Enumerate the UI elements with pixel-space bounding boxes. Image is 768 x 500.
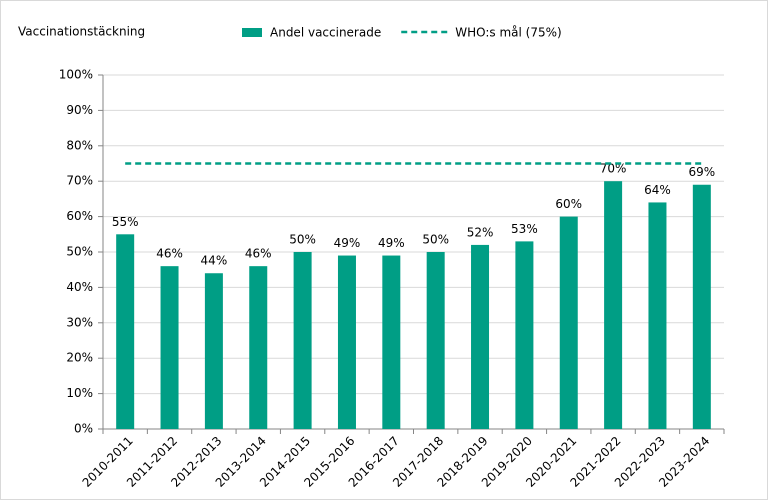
bar: [559, 216, 578, 429]
value-label: 50%: [422, 233, 449, 247]
bar: [337, 255, 356, 429]
value-label: 60%: [555, 197, 582, 211]
legend-swatch: [242, 28, 262, 37]
bar: [692, 184, 711, 429]
value-label: 55%: [112, 215, 139, 229]
y-tick-label: 30%: [66, 315, 93, 329]
bar: [471, 244, 490, 429]
legend-label: WHO:s mål (75%): [455, 26, 561, 40]
bar: [515, 241, 534, 429]
value-label: 49%: [334, 236, 361, 250]
bar: [382, 255, 401, 429]
value-label: 46%: [156, 247, 183, 261]
bar: [293, 252, 312, 429]
y-tick-label: 70%: [66, 174, 93, 188]
value-label: 64%: [644, 183, 671, 197]
value-label: 46%: [245, 247, 272, 261]
value-label: 49%: [378, 236, 405, 250]
y-tick-label: 100%: [59, 68, 93, 82]
y-tick-label: 90%: [66, 103, 93, 117]
y-tick-label: 40%: [66, 280, 93, 294]
y-tick-label: 0%: [74, 422, 93, 436]
bar: [116, 234, 135, 429]
bar: [249, 266, 268, 429]
y-tick-label: 20%: [66, 351, 93, 365]
value-label: 70%: [600, 162, 627, 176]
bar: [604, 181, 623, 429]
value-label: 69%: [688, 165, 715, 179]
y-tick-label: 50%: [66, 245, 93, 259]
value-label: 50%: [289, 233, 316, 247]
y-tick-label: 60%: [66, 209, 93, 223]
value-label: 52%: [467, 225, 494, 239]
value-label: 53%: [511, 222, 538, 236]
bar: [160, 266, 179, 429]
y-tick-label: 10%: [66, 386, 93, 400]
y-tick-label: 80%: [66, 138, 93, 152]
bar: [204, 273, 223, 429]
legend-label: Andel vaccinerade: [270, 26, 381, 40]
y-axis-title: Vaccinationstäckning: [18, 25, 145, 39]
bar: [648, 202, 667, 429]
bar: [426, 252, 445, 429]
value-label: 44%: [201, 254, 228, 268]
